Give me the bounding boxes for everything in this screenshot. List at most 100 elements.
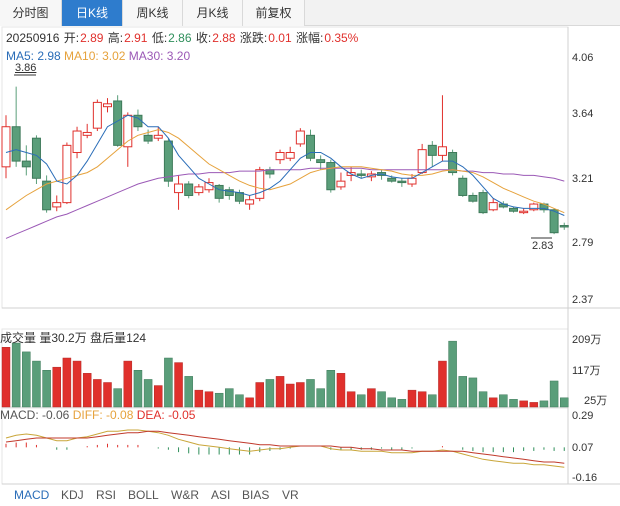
macd-tick-1: 0.29 [572, 410, 594, 422]
tab-macd[interactable]: MACD [14, 488, 50, 502]
volume-bar [438, 360, 447, 408]
macd-tick-2: 0.07 [572, 442, 594, 454]
tab-forward-adjusted[interactable]: 前复权 [243, 0, 305, 26]
tab-wr[interactable]: W&R [171, 488, 199, 502]
volume-bar [336, 373, 346, 408]
tab-asi[interactable]: ASI [211, 488, 231, 502]
candle-body [336, 180, 346, 188]
volume-bar [377, 391, 386, 408]
candle-body [397, 180, 407, 184]
volume-legend: 成交量 量30.2万 盘后量124 [0, 329, 146, 346]
macd-legend: MACD: -0.06 DIFF: -0.08 DEA: -0.05 [0, 408, 195, 422]
macd-legend-dea: DEA: -0.05 [136, 408, 196, 422]
candle-body [427, 144, 437, 156]
volume-bar [296, 382, 305, 408]
ma10-legend: MA10: 3.02 [64, 49, 126, 63]
volume-bar [509, 399, 518, 408]
volume-bar [32, 360, 41, 408]
candle-body [255, 169, 265, 199]
candle-body [295, 130, 305, 145]
candle-body [458, 177, 468, 196]
volume-bar [478, 391, 488, 408]
candle-body [163, 140, 173, 182]
candle-body [72, 130, 82, 154]
volume-legend-vol: 量30.2万 [39, 331, 87, 345]
tab-vr[interactable]: VR [282, 488, 299, 502]
volume-bar [245, 397, 254, 408]
candle-body [437, 146, 447, 156]
candle-body [143, 134, 153, 142]
info-pct: 0.35% [324, 31, 359, 45]
volume-bar [448, 340, 457, 408]
candle-body [448, 152, 458, 174]
candle-body [1, 126, 11, 168]
macd-legend-diff: DIFF: -0.08 [72, 408, 134, 422]
volume-bar [367, 388, 376, 408]
volume-bar [539, 400, 549, 408]
volume-bar [407, 389, 417, 408]
volume-bar [123, 360, 133, 408]
volume-bar [417, 391, 427, 408]
candle-body [103, 103, 112, 108]
ma10-line [5, 129, 565, 214]
info-close: 2.88 [212, 31, 236, 45]
ma5-legend: MA5: 2.98 [6, 49, 61, 63]
info-change: 0.01 [268, 31, 292, 45]
tab-kdj[interactable]: KDJ [61, 488, 84, 502]
volume-bar [326, 370, 336, 408]
volume-bar [265, 379, 275, 408]
volume-bar [316, 388, 325, 408]
tab-rsi[interactable]: RSI [96, 488, 117, 502]
max-price-annotation: 3.86 [15, 62, 37, 74]
candle-body [326, 162, 336, 191]
volume-bar [519, 400, 528, 408]
volume-tick-1: 209万 [572, 334, 602, 346]
price-tick-4: 2.79 [572, 237, 594, 249]
volume-bar [285, 383, 295, 408]
volume-bar [458, 376, 467, 408]
dea-line [5, 430, 565, 464]
candle-body [285, 152, 295, 159]
volume-bar [82, 373, 92, 408]
diff-line [5, 429, 565, 468]
candle-body [21, 160, 31, 168]
ma30-legend: MA30: 3.20 [128, 49, 191, 63]
volume-bar [72, 360, 82, 408]
tab-boll[interactable]: BOLL [128, 488, 159, 502]
volume-bar [164, 357, 173, 408]
volume-bar [225, 388, 234, 408]
volume-bar [93, 379, 102, 408]
volume-bar [174, 362, 183, 408]
tab-daily-k[interactable]: 日K线 [62, 0, 123, 26]
volume-bar [549, 380, 559, 408]
candle-body [275, 152, 285, 161]
volume-bar [560, 397, 569, 408]
volume-bar [214, 392, 224, 408]
min-price-annotation: 2.83 [532, 240, 554, 252]
candle-body [529, 203, 539, 211]
candle-body [184, 183, 194, 196]
volume-bar [397, 399, 407, 408]
ma30-line [5, 167, 565, 239]
volume-bar [357, 394, 366, 408]
tab-intraday[interactable]: 分时图 [0, 0, 62, 26]
tab-weekly-k[interactable]: 周K线 [123, 0, 183, 26]
volume-bar [113, 388, 122, 408]
volume-bar [42, 370, 51, 408]
volume-bar [428, 394, 437, 408]
volume-bar [235, 394, 244, 408]
info-pct-label: 涨幅: [295, 31, 324, 45]
volume-bar [52, 366, 61, 408]
volume-bar [488, 397, 498, 408]
candle-body [519, 210, 529, 214]
price-tick-1: 4.06 [572, 52, 594, 64]
ma5-line [5, 114, 565, 216]
candle-body [559, 225, 569, 228]
volume-bar [387, 397, 396, 408]
candle-body [356, 173, 366, 176]
ma-legend: MA5: 2.98 MA10: 3.02 MA30: 3.20 [6, 49, 190, 63]
tab-bias[interactable]: BIAS [242, 488, 270, 502]
period-tab-bar: 分时图 日K线 周K线 月K线 前复权 [0, 0, 620, 26]
tab-monthly-k[interactable]: 月K线 [183, 0, 243, 26]
